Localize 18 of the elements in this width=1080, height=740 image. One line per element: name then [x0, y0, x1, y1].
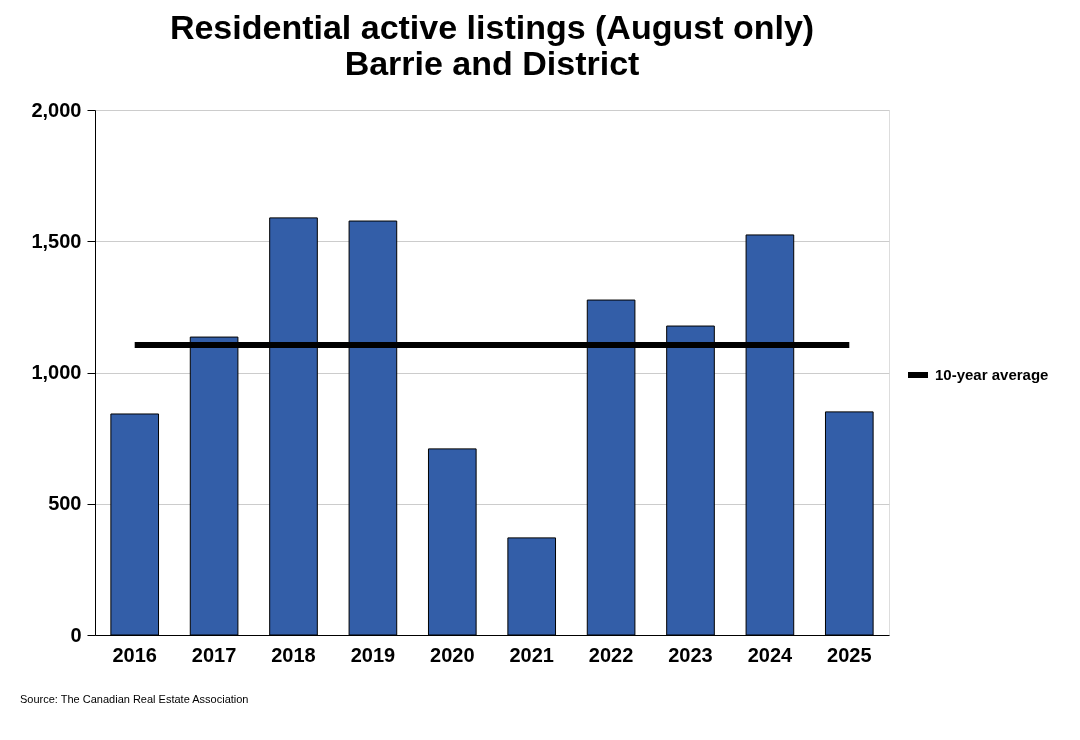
y-tick-label: 1,000	[31, 361, 82, 383]
x-tick-label: 2025	[827, 643, 872, 666]
y-tick-label: 2,000	[31, 98, 82, 121]
x-tick-label: 2019	[350, 643, 396, 666]
chart-title: Residential active listings (August only) Barrie and District	[169, 8, 815, 82]
source-note: Source: The Canadian Real Estate Association	[20, 693, 249, 705]
x-tick-label: 2016	[112, 643, 157, 666]
x-tick-label: 2023	[668, 643, 713, 666]
y-tick-label: 500	[48, 492, 82, 515]
x-tick-label: 2017	[191, 643, 237, 666]
legend-label: 10-year average	[935, 366, 1049, 383]
y-tick-label: 0	[70, 623, 82, 646]
x-tick-label: 2018	[271, 643, 316, 666]
x-tick-label: 2024	[747, 643, 794, 666]
x-tick-label: 2021	[509, 643, 554, 666]
x-tick-label: 2022	[588, 643, 634, 666]
y-tick-label: 1,500	[31, 229, 82, 252]
x-tick-label: 2020	[430, 643, 475, 666]
